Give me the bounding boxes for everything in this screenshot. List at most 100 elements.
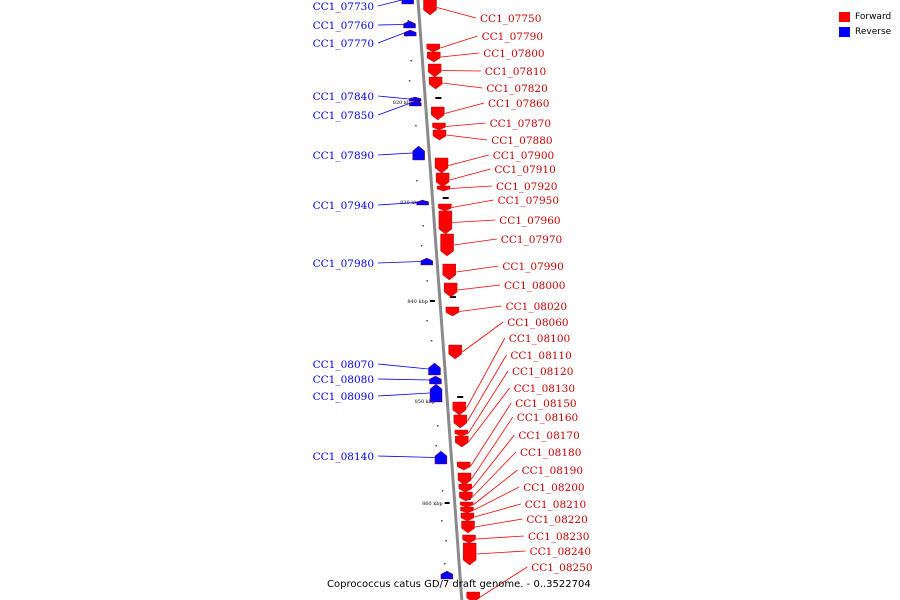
feature-dot — [415, 125, 417, 127]
forward-gene-glyph — [457, 472, 472, 486]
forward-gene-leader — [436, 7, 477, 19]
reverse-gene-label: CC1_07770 — [313, 38, 374, 50]
forward-gene-glyph — [435, 172, 450, 188]
forward-gene-glyph — [438, 203, 452, 212]
reverse-gene-label: CC1_08070 — [313, 359, 374, 371]
forward-gene-label: CC1_08180 — [520, 447, 581, 459]
feature-dot — [422, 225, 424, 227]
forward-gene-label: CC1_08200 — [523, 482, 584, 494]
feature-dot — [437, 425, 439, 427]
legend-label-forward: Forward — [855, 11, 892, 22]
reverse-gene-label: CC1_07980 — [313, 258, 374, 270]
forward-gene-label: CC1_07960 — [499, 215, 560, 227]
forward-gene-leader — [440, 52, 480, 58]
forward-gene-label: CC1_07900 — [493, 150, 554, 162]
forward-gene-leader — [441, 70, 481, 72]
reverse-gene-leader — [377, 261, 421, 264]
reverse-gene-glyph — [408, 96, 422, 102]
forward-gene-glyph — [438, 210, 453, 235]
forward-gene-leader — [468, 370, 509, 434]
feature-dot — [408, 80, 411, 82]
forward-gene-label: CC1_07920 — [496, 181, 557, 193]
forward-gene-glyph — [427, 63, 442, 78]
reverse-gene-leader — [377, 392, 431, 397]
forward-gene-label: CC1_07750 — [480, 13, 541, 25]
forward-gene-glyph — [462, 542, 477, 566]
legend-item-reverse: Reverse — [839, 24, 891, 39]
reverse-gene-label: CC1_07840 — [313, 91, 374, 103]
map-caption: Coprococcus catus GD/7 draft genome. - 0… — [327, 579, 591, 590]
feature-dot — [444, 563, 446, 565]
forward-gene-label: CC1_07910 — [494, 164, 555, 176]
forward-gene-leader — [442, 82, 483, 89]
feature-dot — [407, 20, 409, 22]
tick-mark — [444, 502, 450, 504]
forward-gene-label: CC1_08240 — [530, 546, 591, 558]
forward-gene-leader — [451, 199, 494, 208]
forward-gene-leader — [472, 434, 515, 489]
tick-mark-right — [435, 97, 442, 99]
feature-dot — [426, 280, 428, 282]
forward-gene-label: CC1_08210 — [525, 499, 586, 511]
reverse-gene-label: CC1_07730 — [313, 1, 374, 13]
forward-gene-leader — [457, 284, 501, 291]
forward-gene-glyph — [442, 263, 456, 281]
reverse-gene-glyph — [428, 362, 441, 376]
forward-gene-label: CC1_08250 — [531, 562, 592, 574]
forward-gene-leader — [446, 134, 488, 141]
forward-gene-label: CC1_08000 — [504, 280, 565, 292]
forward-gene-glyph — [448, 344, 462, 360]
tick-label: 840 kbp — [407, 299, 428, 305]
tick-mark-right — [449, 296, 456, 298]
forward-gene-glyph — [436, 185, 451, 192]
reverse-gene-glyph — [403, 20, 416, 29]
forward-gene-glyph — [459, 491, 473, 502]
forward-gene-label: CC1_07880 — [491, 135, 552, 147]
forward-gene-leader — [472, 451, 517, 497]
forward-gene-label: CC1_07860 — [488, 98, 549, 110]
forward-gene-glyph — [452, 401, 467, 416]
reverse-gene-leader — [377, 152, 413, 156]
forward-gene-glyph — [459, 501, 474, 508]
reverse-gene-glyph — [403, 29, 417, 37]
reverse-gene-glyph — [412, 145, 425, 161]
tick-label: 820 kbp — [393, 100, 414, 106]
forward-gene-glyph — [427, 51, 441, 63]
reverse-gene-leader — [377, 455, 435, 458]
legend-label-reverse: Reverse — [855, 26, 892, 37]
feature-dot — [430, 340, 433, 342]
forward-gene-leader — [465, 337, 506, 409]
reverse-gene-glyph — [429, 375, 442, 385]
feature-dot — [440, 520, 443, 522]
forward-gene-leader — [473, 486, 520, 511]
forward-gene-leader — [459, 305, 502, 312]
reverse-gene-glyph — [420, 257, 434, 266]
reverse-gene-glyph — [401, 0, 414, 5]
feature-dot — [435, 445, 437, 447]
forward-gene-label: CC1_08190 — [522, 465, 583, 477]
forward-gene-leader — [480, 566, 528, 598]
forward-gene-leader — [454, 238, 497, 246]
forward-gene-label: CC1_07820 — [486, 83, 547, 95]
forward-gene-leader — [474, 503, 521, 518]
reverse-gene-leader — [377, 24, 404, 26]
feature-dot — [416, 180, 418, 182]
forward-gene-leader — [474, 518, 523, 528]
forward-gene-label: CC1_07970 — [501, 234, 562, 246]
forward-gene-label: CC1_08170 — [518, 430, 579, 442]
forward-gene-label: CC1_07790 — [482, 31, 543, 43]
forward-gene-label: CC1_08110 — [510, 350, 571, 362]
reverse-gene-leader — [377, 378, 430, 381]
forward-gene-leader — [448, 154, 489, 166]
forward-gene-label: CC1_08220 — [526, 514, 587, 526]
forward-gene-glyph — [423, 0, 437, 16]
forward-gene-glyph — [460, 506, 474, 514]
forward-gene-leader — [476, 535, 525, 540]
forward-gene-label: CC1_08120 — [512, 366, 573, 378]
reverse-gene-label: CC1_08140 — [313, 451, 374, 463]
tick-mark — [429, 300, 435, 302]
forward-gene-glyph — [443, 282, 458, 298]
reverse-gene-label: CC1_07940 — [313, 200, 374, 212]
forward-gene-glyph — [431, 106, 445, 121]
legend: Forward Reverse — [839, 9, 891, 39]
